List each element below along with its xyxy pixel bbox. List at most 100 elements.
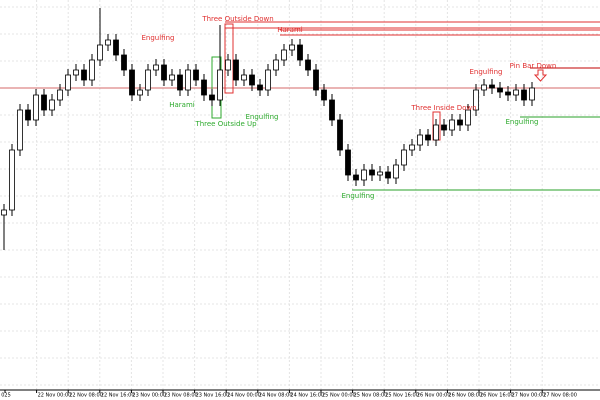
candle-body xyxy=(257,84,263,91)
candle-body xyxy=(65,74,71,91)
candle-body xyxy=(377,171,383,176)
candle-body xyxy=(521,89,527,101)
candle-body xyxy=(185,69,191,91)
candle-body xyxy=(513,89,519,96)
annotation: Harami xyxy=(277,26,303,34)
candle-body xyxy=(297,44,303,61)
candle-body xyxy=(1,209,7,216)
x-tick-label: 24 Nov 00:00 xyxy=(227,393,261,399)
candle-body xyxy=(313,69,319,91)
x-tick-label: 24 Nov 16:00 xyxy=(290,393,324,399)
candle-body xyxy=(305,59,311,71)
candle-body xyxy=(505,91,511,96)
candle-body xyxy=(281,49,287,61)
x-tick-label: 22 Nov 16:00 xyxy=(101,393,135,399)
candles xyxy=(1,8,535,250)
annotation: Engulfing xyxy=(506,118,539,126)
candle-body xyxy=(161,64,167,81)
candle-body xyxy=(473,89,479,111)
candle-body xyxy=(113,39,119,56)
candle-body xyxy=(409,144,415,151)
candle-body xyxy=(345,149,351,176)
annotation: Engulfing xyxy=(246,113,279,121)
x-tick-label: 26 Nov 08:00 xyxy=(448,393,482,399)
candle-body xyxy=(417,134,423,146)
candle-body xyxy=(353,174,359,181)
candle-body xyxy=(217,69,223,101)
candle-body xyxy=(9,149,15,211)
candle-body xyxy=(225,59,231,71)
candle-body xyxy=(81,69,87,81)
annotation: Engulfing xyxy=(342,192,375,200)
x-tick-label: 27 Nov 08:00 xyxy=(543,393,577,399)
arrow-down xyxy=(533,69,548,82)
candle-body xyxy=(329,99,335,121)
x-tick-label: 23 Nov 16:00 xyxy=(196,393,230,399)
x-tick-label: 23 Nov 00:00 xyxy=(132,393,166,399)
annotation: Pin Bar Down xyxy=(510,62,557,70)
x-tick-label: 22 Nov 00:00 xyxy=(38,393,72,399)
candle-body xyxy=(233,59,239,81)
candle-body xyxy=(201,79,207,96)
x-tick-label: 27 Nov 00:00 xyxy=(512,393,546,399)
candle-body xyxy=(137,89,143,96)
candle-body xyxy=(337,119,343,151)
candle-body xyxy=(169,74,175,81)
candle-body xyxy=(369,169,375,176)
candle-body xyxy=(153,64,159,71)
x-tick-label: 25 Nov 08:00 xyxy=(354,393,388,399)
candle-body xyxy=(73,69,79,76)
candle-body xyxy=(33,94,39,121)
candle-body xyxy=(529,87,535,101)
candle-body xyxy=(145,69,151,91)
candle-body xyxy=(425,134,431,141)
candle-body xyxy=(105,39,111,46)
candle-body xyxy=(361,169,367,181)
annotation: Engulfing xyxy=(142,34,175,42)
candle-body xyxy=(465,109,471,126)
candle-body xyxy=(489,84,495,89)
candle-body xyxy=(265,69,271,91)
x-tick-label: 26 Nov 00:00 xyxy=(417,393,451,399)
x-tick-label: 22 Nov 08:00 xyxy=(69,393,103,399)
x-tick-label: 24 Nov 08:00 xyxy=(259,393,293,399)
x-tick-label: 23 Nov 08:00 xyxy=(164,393,198,399)
candle-body xyxy=(49,99,55,111)
candle-body xyxy=(17,109,23,151)
candle-body xyxy=(393,164,399,179)
candle-body xyxy=(25,109,31,121)
candle-body xyxy=(385,171,391,179)
annotation: Harami xyxy=(169,101,195,109)
candle-body xyxy=(401,149,407,166)
candle-body xyxy=(121,54,127,71)
candle-body xyxy=(289,44,295,51)
candle-body xyxy=(89,59,95,81)
candle-body xyxy=(193,69,199,81)
x-tick-label: 25 Nov 16:00 xyxy=(385,393,419,399)
candle-body xyxy=(497,87,503,93)
annotation: Three Outside Up xyxy=(194,120,257,128)
candle-body xyxy=(249,74,255,86)
annotation: Three Inside Down xyxy=(410,104,476,112)
annotation: Engulfing xyxy=(470,68,503,76)
candle-body xyxy=(273,59,279,71)
candle-body xyxy=(41,94,47,111)
candle-body xyxy=(97,44,103,61)
candle-body xyxy=(433,124,439,141)
annotations: Engulfing Harami Three Outside Up Three Out… xyxy=(142,15,557,200)
candle-body xyxy=(57,89,63,101)
pattern-box xyxy=(224,23,234,94)
x-tick-label: 25 Nov 00:00 xyxy=(322,393,356,399)
candle-body xyxy=(209,94,215,101)
annotation: Three Outside Down xyxy=(201,15,273,23)
candle-body xyxy=(449,119,455,131)
candle-body xyxy=(481,84,487,91)
candle-body xyxy=(441,124,447,131)
x-tick-label: 26 Nov 16:00 xyxy=(480,393,514,399)
candle-body xyxy=(457,119,463,126)
x-tick-label: 025 xyxy=(1,393,11,399)
candle-body xyxy=(129,69,135,96)
candle-body xyxy=(321,89,327,101)
